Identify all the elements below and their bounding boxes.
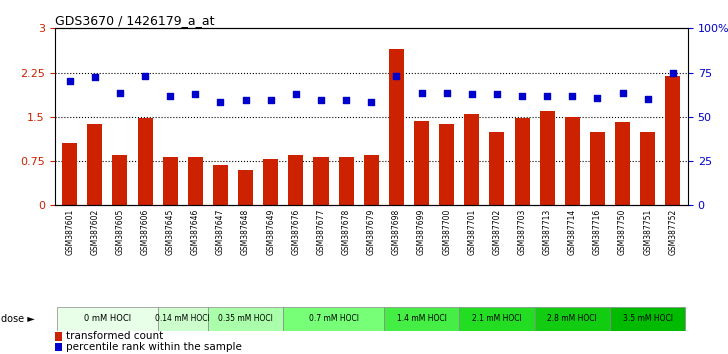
Point — [642, 96, 654, 102]
Text: GSM387676: GSM387676 — [291, 209, 301, 255]
Bar — [665, 75, 681, 205]
Text: transformed count: transformed count — [66, 331, 163, 341]
Bar — [188, 157, 203, 205]
Point — [592, 95, 604, 101]
Text: GSM387698: GSM387698 — [392, 209, 401, 255]
Point — [64, 79, 76, 84]
Point — [416, 90, 427, 96]
Bar — [439, 124, 454, 205]
Point — [290, 92, 301, 97]
Point — [667, 70, 678, 75]
Text: GSM387714: GSM387714 — [568, 209, 577, 255]
Text: GSM387716: GSM387716 — [593, 209, 602, 255]
Text: GSM387677: GSM387677 — [317, 209, 325, 255]
Text: GSM387703: GSM387703 — [518, 209, 526, 255]
Text: dose ►: dose ► — [1, 314, 35, 324]
Point — [566, 93, 578, 99]
Text: GSM387648: GSM387648 — [241, 209, 250, 255]
Point — [617, 90, 628, 96]
Bar — [515, 118, 530, 205]
Point — [441, 90, 453, 96]
Bar — [389, 49, 404, 205]
Bar — [213, 165, 228, 205]
Bar — [208, 307, 283, 331]
Text: GSM387645: GSM387645 — [166, 209, 175, 255]
Point — [542, 93, 553, 99]
Point — [215, 99, 226, 105]
Bar — [615, 121, 630, 205]
Point — [340, 97, 352, 103]
Text: GSM387605: GSM387605 — [116, 209, 124, 255]
Bar — [339, 157, 354, 205]
Bar — [87, 124, 103, 205]
Text: 0.35 mM HOCl: 0.35 mM HOCl — [218, 314, 273, 324]
Point — [466, 92, 478, 97]
Text: 0.14 mM HOCl: 0.14 mM HOCl — [155, 314, 210, 324]
Bar — [112, 155, 127, 205]
Bar — [414, 121, 429, 205]
Point — [139, 73, 151, 78]
Bar — [534, 307, 610, 331]
Text: GSM387678: GSM387678 — [341, 209, 351, 255]
Text: GSM387601: GSM387601 — [66, 209, 74, 255]
Point — [315, 97, 327, 103]
Text: GSM387701: GSM387701 — [467, 209, 476, 255]
Bar — [162, 157, 178, 205]
Point — [516, 93, 528, 99]
Bar — [384, 307, 459, 331]
Bar — [640, 132, 655, 205]
Text: 2.8 mM HOCl: 2.8 mM HOCl — [547, 314, 597, 324]
Bar — [62, 143, 77, 205]
Text: GSM387751: GSM387751 — [644, 209, 652, 255]
Bar — [55, 343, 62, 351]
Text: GSM387700: GSM387700 — [442, 209, 451, 255]
Text: GSM387713: GSM387713 — [542, 209, 552, 255]
Text: GSM387646: GSM387646 — [191, 209, 200, 255]
Text: 0 mM HOCl: 0 mM HOCl — [84, 314, 131, 324]
Text: 2.1 mM HOCl: 2.1 mM HOCl — [472, 314, 522, 324]
Bar — [283, 307, 384, 331]
Point — [189, 92, 201, 97]
Text: percentile rank within the sample: percentile rank within the sample — [66, 342, 242, 352]
Point — [365, 99, 377, 105]
Bar — [539, 111, 555, 205]
Text: GSM387606: GSM387606 — [141, 209, 149, 255]
Bar — [138, 118, 153, 205]
Bar — [459, 307, 534, 331]
Bar — [158, 307, 208, 331]
Bar — [264, 159, 278, 205]
Text: GDS3670 / 1426179_a_at: GDS3670 / 1426179_a_at — [55, 14, 214, 27]
Text: GSM387647: GSM387647 — [216, 209, 225, 255]
Bar — [314, 157, 328, 205]
Bar — [565, 117, 580, 205]
Bar — [238, 170, 253, 205]
Bar — [489, 132, 505, 205]
Point — [114, 90, 126, 96]
Point — [265, 97, 277, 103]
Text: GSM387752: GSM387752 — [668, 209, 677, 255]
Text: 1.4 mM HOCl: 1.4 mM HOCl — [397, 314, 446, 324]
Bar — [364, 155, 379, 205]
Bar — [464, 114, 479, 205]
Text: 3.5 mM HOCl: 3.5 mM HOCl — [622, 314, 673, 324]
Text: GSM387750: GSM387750 — [618, 209, 627, 255]
Bar — [55, 332, 62, 341]
Point — [391, 73, 403, 78]
Text: GSM387702: GSM387702 — [492, 209, 502, 255]
Text: 0.7 mM HOCl: 0.7 mM HOCl — [309, 314, 359, 324]
Text: GSM387699: GSM387699 — [417, 209, 426, 255]
Point — [165, 93, 176, 99]
Point — [89, 74, 100, 80]
Bar — [610, 307, 686, 331]
Point — [240, 97, 251, 103]
Bar — [288, 155, 304, 205]
Bar — [590, 132, 605, 205]
Text: GSM387679: GSM387679 — [367, 209, 376, 255]
Bar — [57, 307, 158, 331]
Point — [491, 92, 503, 97]
Text: GSM387602: GSM387602 — [90, 209, 99, 255]
Text: GSM387649: GSM387649 — [266, 209, 275, 255]
